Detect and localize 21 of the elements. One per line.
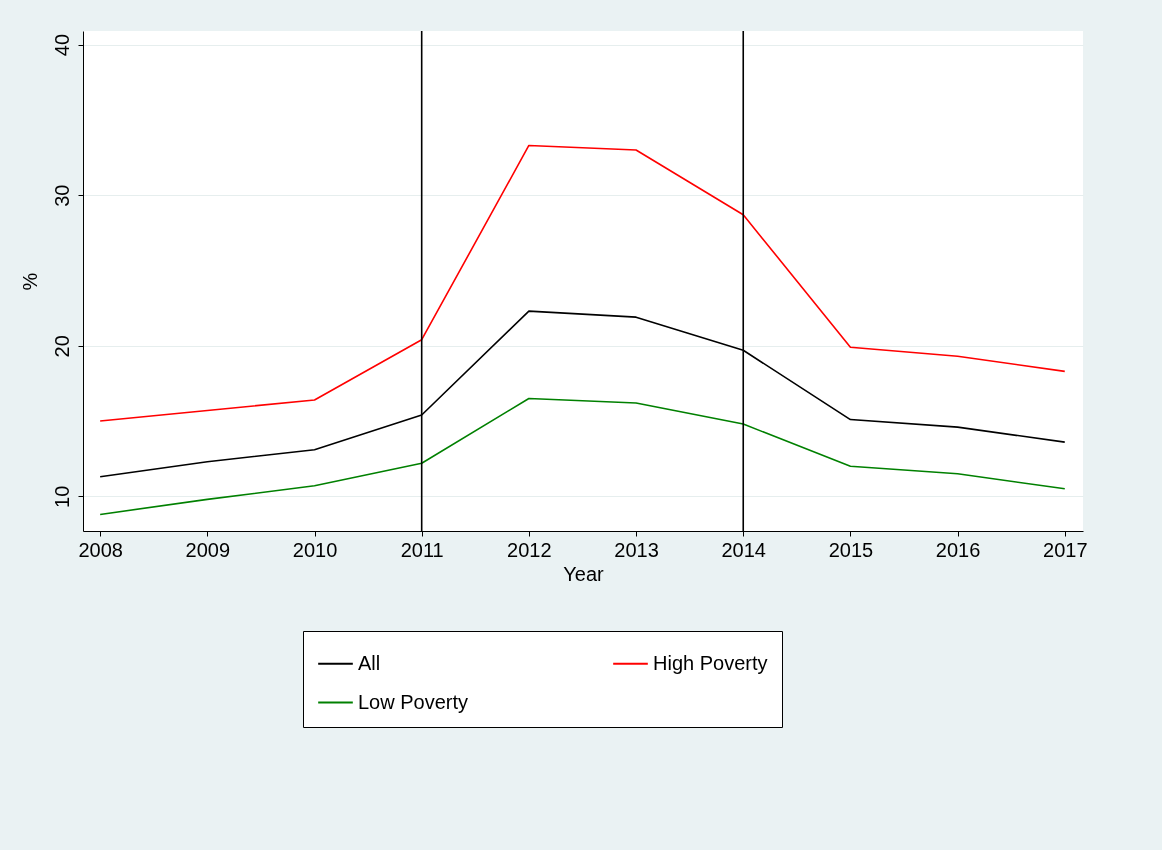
line-series bbox=[99, 144, 1066, 422]
x-tick-label: 2009 bbox=[185, 538, 231, 561]
legend-label: High Poverty bbox=[653, 651, 768, 674]
x-axis-title: Year bbox=[563, 562, 605, 585]
x-tick-label: 2014 bbox=[721, 538, 766, 561]
x-tick-label: 2013 bbox=[614, 538, 659, 561]
line-series bbox=[99, 397, 1066, 516]
x-tick-label: 2012 bbox=[507, 538, 552, 561]
x-tick-label: 2016 bbox=[935, 538, 981, 561]
x-tick-label: 2017 bbox=[1043, 538, 1088, 561]
y-axis-title: % bbox=[18, 272, 41, 291]
legend-label: Low Poverty bbox=[358, 690, 469, 713]
y-tick-label: 40 bbox=[50, 33, 73, 57]
x-tick-label: 2008 bbox=[78, 538, 123, 561]
x-tick-label: 2015 bbox=[828, 538, 874, 561]
y-tick-label: 10 bbox=[50, 485, 73, 508]
y-tick-label: 30 bbox=[50, 184, 73, 207]
x-tick-label: 2010 bbox=[292, 538, 338, 561]
y-tick-label: 20 bbox=[50, 335, 73, 358]
legend-label: All bbox=[358, 651, 381, 674]
x-tick-label: 2011 bbox=[400, 538, 444, 561]
